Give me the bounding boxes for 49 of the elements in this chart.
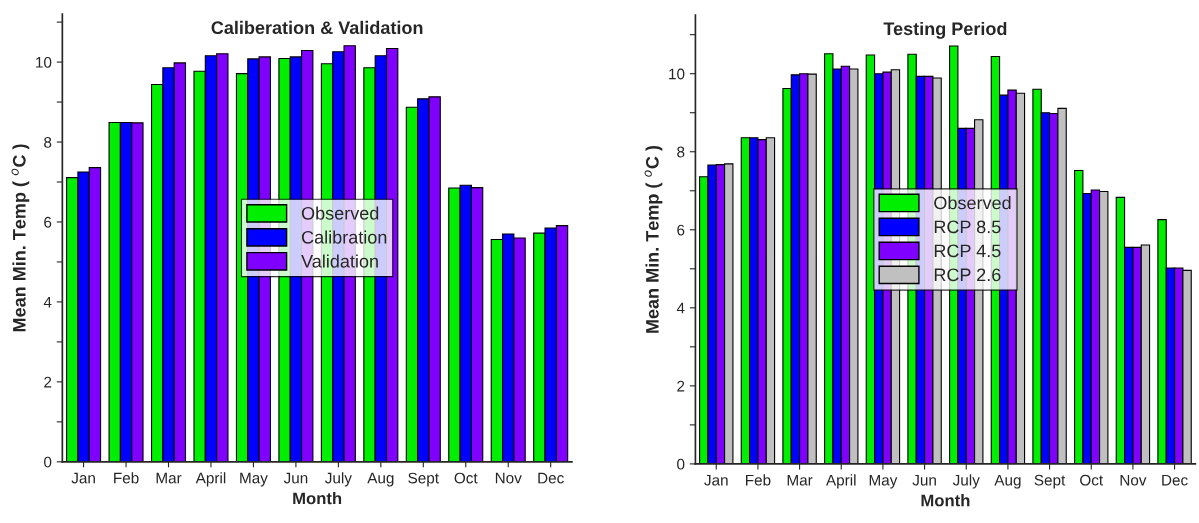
x-tick-label: May: [869, 474, 898, 489]
y-tick-label: 0: [44, 456, 52, 468]
legend-label: RCP 4.5: [934, 244, 1001, 258]
x-tick-label: Aug: [367, 472, 394, 487]
x-tick-label: Sept: [1034, 474, 1066, 489]
legend-label: RCP 2.6: [934, 268, 1001, 282]
x-tick-label: Feb: [114, 472, 139, 484]
y-tick-label: 8: [44, 136, 52, 148]
x-tick-label: Dec: [538, 472, 564, 484]
legend-label: Observed: [301, 206, 379, 220]
y-tick-label: 2: [44, 376, 52, 388]
legend-label: RCP 8.5: [934, 220, 1001, 234]
x-axis-title: Month: [921, 494, 970, 507]
x-tick-label: July: [325, 472, 352, 487]
y-tick-label: 0: [677, 458, 685, 470]
x-tick-label: Sept: [408, 472, 439, 487]
y-tick-label: 2: [677, 380, 685, 392]
x-tick-label: Dec: [1162, 474, 1188, 486]
x-tick-label: April: [826, 474, 856, 489]
x-tick-label: Mar: [787, 474, 813, 486]
x-tick-label: Oct: [1080, 474, 1104, 486]
x-tick-label: Oct: [454, 472, 478, 484]
y-tick-label: 4: [676, 302, 685, 314]
x-tick-label: Nov: [495, 472, 522, 484]
x-tick-label: Nov: [1120, 474, 1147, 486]
x-tick-label: Aug: [994, 474, 1021, 489]
x-tick-label: Mar: [156, 472, 182, 484]
y-axis-title: Mean Min. Temp ( $^{o}$C ): [644, 146, 663, 333]
x-tick-label: Feb: [746, 474, 771, 486]
legend-label: Validation: [301, 254, 378, 268]
x-tick-label: May: [240, 472, 268, 487]
x-tick-label: April: [195, 472, 226, 487]
chart-title: Testing Period: [883, 21, 1007, 39]
legend-label: Observed: [934, 196, 1011, 210]
chart-title: Caliberation & Validation: [211, 20, 423, 35]
y-tick-label: 6: [44, 216, 52, 228]
x-tick-label: July: [952, 474, 980, 489]
x-tick-label: Jun: [283, 472, 308, 484]
x-axis-title: Month: [293, 492, 342, 505]
y-tick-label: 4: [43, 296, 52, 308]
x-tick-label: Jan: [704, 474, 728, 486]
y-tick-label: 6: [677, 224, 685, 236]
y-tick-label: 10: [669, 68, 685, 80]
y-tick-label: 10: [36, 56, 52, 68]
x-tick-label: Jan: [71, 472, 95, 484]
y-tick-label: 8: [677, 146, 685, 158]
legend-label: Calibration: [301, 230, 387, 244]
y-axis-title: Mean Min. Temp ( $^{o}$C ): [11, 144, 30, 332]
x-tick-label: Jun: [912, 474, 936, 486]
